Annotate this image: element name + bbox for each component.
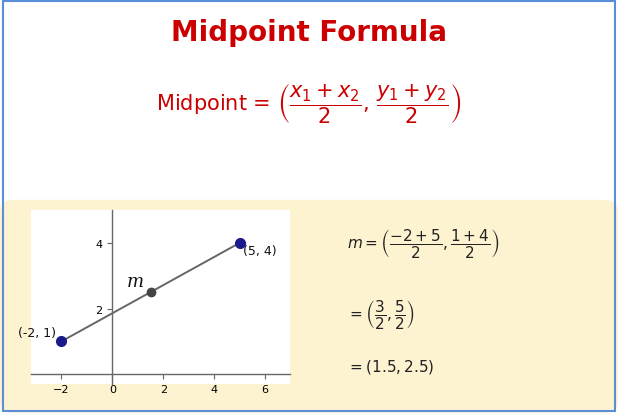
Text: (-2, 1): (-2, 1) [19, 327, 56, 339]
Text: Midpoint = $\left(\dfrac{x_1 + x_2}{2},\,\dfrac{y_1 + y_2}{2}\right)$: Midpoint = $\left(\dfrac{x_1 + x_2}{2},\… [156, 83, 462, 126]
FancyBboxPatch shape [0, 200, 618, 413]
Text: $= \left(\dfrac{3}{2},\dfrac{5}{2}\right)$: $= \left(\dfrac{3}{2},\dfrac{5}{2}\right… [347, 297, 415, 330]
Text: $m = \left(\dfrac{-2+5}{2},\dfrac{1+4}{2}\right)$: $m = \left(\dfrac{-2+5}{2},\dfrac{1+4}{2… [347, 227, 499, 260]
Text: m: m [127, 273, 144, 291]
Text: (5, 4): (5, 4) [243, 245, 277, 258]
Text: Midpoint Formula: Midpoint Formula [171, 19, 447, 47]
Text: $= (1.5, 2.5)$: $= (1.5, 2.5)$ [347, 357, 434, 375]
